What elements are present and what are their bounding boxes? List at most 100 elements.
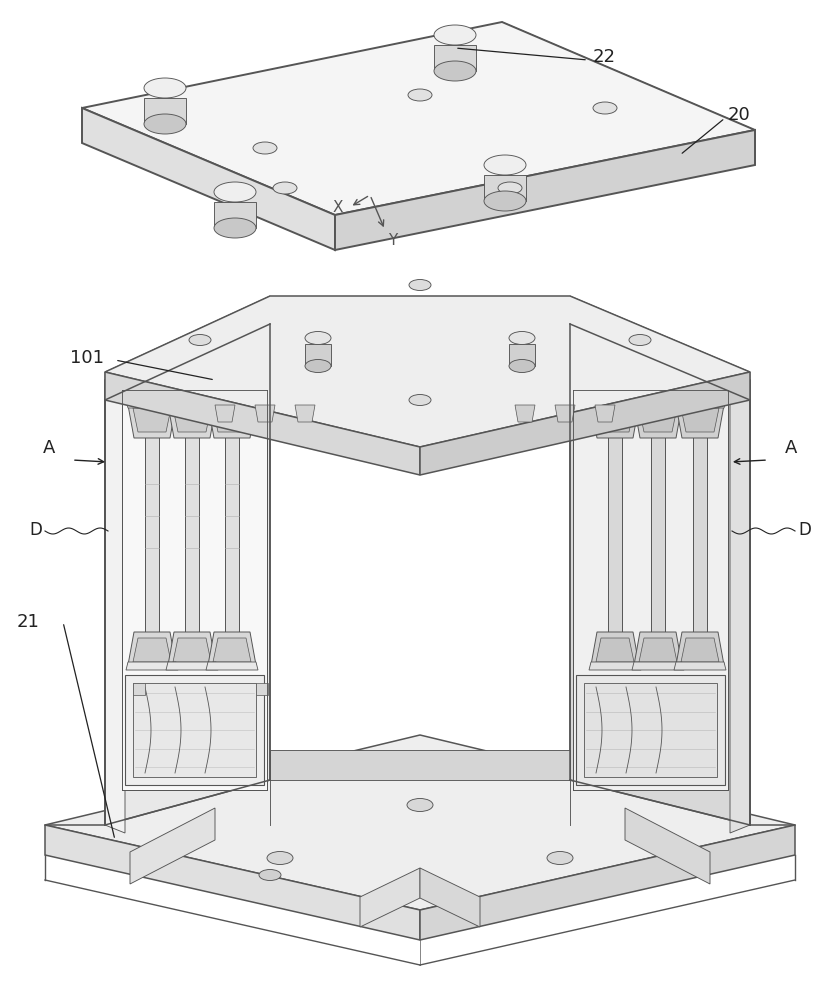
Polygon shape bbox=[166, 400, 218, 408]
Polygon shape bbox=[681, 638, 719, 662]
Polygon shape bbox=[639, 408, 677, 432]
Polygon shape bbox=[305, 344, 331, 366]
Text: D: D bbox=[798, 521, 811, 539]
Ellipse shape bbox=[189, 334, 211, 346]
Ellipse shape bbox=[509, 360, 535, 372]
Polygon shape bbox=[255, 405, 275, 422]
Polygon shape bbox=[420, 825, 795, 940]
Text: A: A bbox=[43, 439, 55, 457]
Polygon shape bbox=[591, 405, 639, 438]
Polygon shape bbox=[515, 405, 535, 422]
Polygon shape bbox=[105, 370, 125, 833]
Polygon shape bbox=[555, 405, 575, 422]
Polygon shape bbox=[225, 435, 239, 635]
Polygon shape bbox=[676, 405, 724, 438]
Ellipse shape bbox=[593, 102, 617, 114]
Ellipse shape bbox=[484, 155, 526, 175]
Polygon shape bbox=[130, 808, 215, 884]
Ellipse shape bbox=[434, 61, 476, 81]
Text: 21: 21 bbox=[17, 613, 40, 631]
Ellipse shape bbox=[259, 869, 281, 880]
Polygon shape bbox=[133, 683, 256, 777]
Polygon shape bbox=[434, 45, 476, 71]
Text: 20: 20 bbox=[728, 106, 751, 124]
Polygon shape bbox=[208, 632, 256, 665]
Polygon shape bbox=[128, 632, 176, 665]
Text: A: A bbox=[785, 439, 797, 457]
Polygon shape bbox=[591, 632, 639, 665]
Polygon shape bbox=[634, 632, 682, 665]
Ellipse shape bbox=[547, 852, 573, 864]
Ellipse shape bbox=[273, 182, 297, 194]
Polygon shape bbox=[634, 405, 682, 438]
Polygon shape bbox=[214, 202, 256, 228]
Polygon shape bbox=[270, 750, 570, 780]
Polygon shape bbox=[122, 390, 267, 790]
Ellipse shape bbox=[409, 394, 431, 406]
Polygon shape bbox=[502, 22, 755, 165]
Ellipse shape bbox=[253, 142, 277, 154]
Ellipse shape bbox=[408, 89, 432, 101]
Polygon shape bbox=[295, 405, 315, 422]
Ellipse shape bbox=[434, 25, 476, 45]
Ellipse shape bbox=[498, 182, 522, 194]
Polygon shape bbox=[632, 400, 684, 408]
Polygon shape bbox=[206, 662, 258, 670]
Polygon shape bbox=[105, 296, 270, 400]
Polygon shape bbox=[730, 370, 750, 833]
Polygon shape bbox=[128, 405, 176, 438]
Polygon shape bbox=[484, 175, 526, 201]
Ellipse shape bbox=[267, 852, 293, 864]
Polygon shape bbox=[82, 22, 755, 215]
Polygon shape bbox=[589, 400, 641, 408]
Polygon shape bbox=[584, 683, 717, 777]
Polygon shape bbox=[125, 675, 264, 785]
Polygon shape bbox=[570, 296, 750, 400]
Polygon shape bbox=[215, 405, 235, 422]
Polygon shape bbox=[270, 303, 570, 333]
Polygon shape bbox=[676, 632, 724, 665]
Polygon shape bbox=[213, 408, 251, 432]
Ellipse shape bbox=[214, 218, 256, 238]
Polygon shape bbox=[126, 662, 178, 670]
Polygon shape bbox=[420, 868, 480, 927]
Text: X: X bbox=[333, 200, 343, 216]
Polygon shape bbox=[173, 408, 211, 432]
Polygon shape bbox=[144, 98, 186, 124]
Ellipse shape bbox=[484, 191, 526, 211]
Polygon shape bbox=[576, 675, 725, 785]
Polygon shape bbox=[126, 400, 178, 408]
Polygon shape bbox=[595, 405, 615, 422]
Polygon shape bbox=[573, 390, 728, 790]
Polygon shape bbox=[596, 408, 634, 432]
Polygon shape bbox=[674, 400, 726, 408]
Ellipse shape bbox=[629, 334, 651, 346]
Polygon shape bbox=[589, 662, 641, 670]
Polygon shape bbox=[674, 662, 726, 670]
Polygon shape bbox=[570, 303, 750, 825]
Ellipse shape bbox=[407, 798, 433, 812]
Ellipse shape bbox=[305, 332, 331, 344]
Polygon shape bbox=[105, 372, 420, 475]
Ellipse shape bbox=[144, 114, 186, 134]
Polygon shape bbox=[639, 638, 677, 662]
Text: 101: 101 bbox=[70, 349, 104, 367]
Polygon shape bbox=[168, 405, 216, 438]
Polygon shape bbox=[82, 108, 335, 250]
Polygon shape bbox=[256, 683, 268, 695]
Ellipse shape bbox=[409, 279, 431, 290]
Polygon shape bbox=[166, 662, 218, 670]
Polygon shape bbox=[45, 825, 420, 940]
Polygon shape bbox=[133, 638, 171, 662]
Ellipse shape bbox=[509, 332, 535, 344]
Polygon shape bbox=[693, 435, 707, 635]
Polygon shape bbox=[681, 408, 719, 432]
Polygon shape bbox=[420, 372, 750, 475]
Polygon shape bbox=[360, 868, 420, 927]
Polygon shape bbox=[185, 435, 199, 635]
Text: D: D bbox=[29, 521, 42, 539]
Polygon shape bbox=[105, 303, 270, 825]
Polygon shape bbox=[133, 683, 145, 695]
Polygon shape bbox=[105, 296, 750, 447]
Polygon shape bbox=[625, 808, 710, 884]
